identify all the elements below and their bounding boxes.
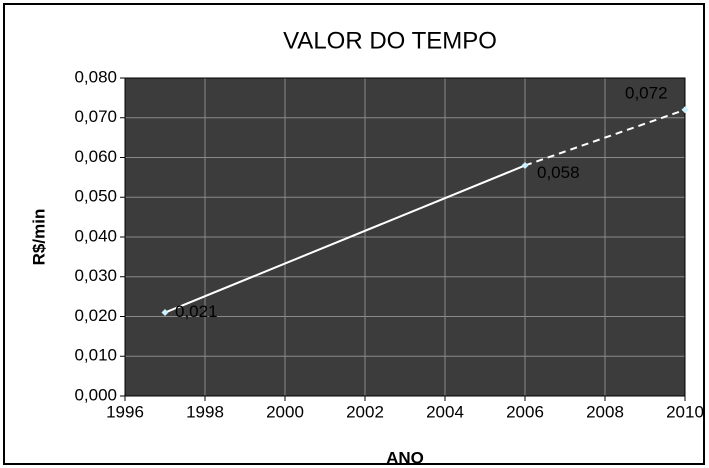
data-label: 0,021	[175, 302, 218, 321]
x-tick-label: 2000	[266, 402, 304, 421]
y-tick-label: 0,010	[74, 346, 117, 365]
marker	[681, 106, 689, 114]
x-axis-label: ANO	[386, 448, 424, 467]
marker	[161, 309, 169, 317]
x-tick-label: 2006	[506, 402, 544, 421]
y-tick-label: 0,040	[74, 226, 117, 245]
data-label: 0,058	[537, 163, 580, 182]
y-tick-label: 0,070	[74, 107, 117, 126]
x-tick-label: 2010	[666, 402, 704, 421]
x-tick-label: 1996	[106, 402, 144, 421]
chart-title: VALOR DO TEMPO	[283, 27, 497, 54]
data-label: 0,072	[625, 83, 668, 102]
y-axis-label: R$/min	[29, 209, 48, 266]
x-tick-label: 2008	[586, 402, 624, 421]
y-tick-label: 0,080	[74, 67, 117, 86]
line-segment	[164, 164, 526, 314]
x-tick-label: 2002	[346, 402, 384, 421]
plot-border	[124, 77, 686, 397]
y-tick-label: 0,030	[74, 266, 117, 285]
y-tick-label: 0,060	[74, 147, 117, 166]
y-tick-label: 0,050	[74, 187, 117, 206]
marker	[521, 161, 529, 169]
y-tick-label: 0,000	[74, 385, 117, 404]
x-tick-label: 2004	[426, 402, 464, 421]
x-tick-label: 1998	[186, 402, 224, 421]
line-segment	[524, 108, 686, 167]
y-tick-label: 0,020	[74, 306, 117, 325]
